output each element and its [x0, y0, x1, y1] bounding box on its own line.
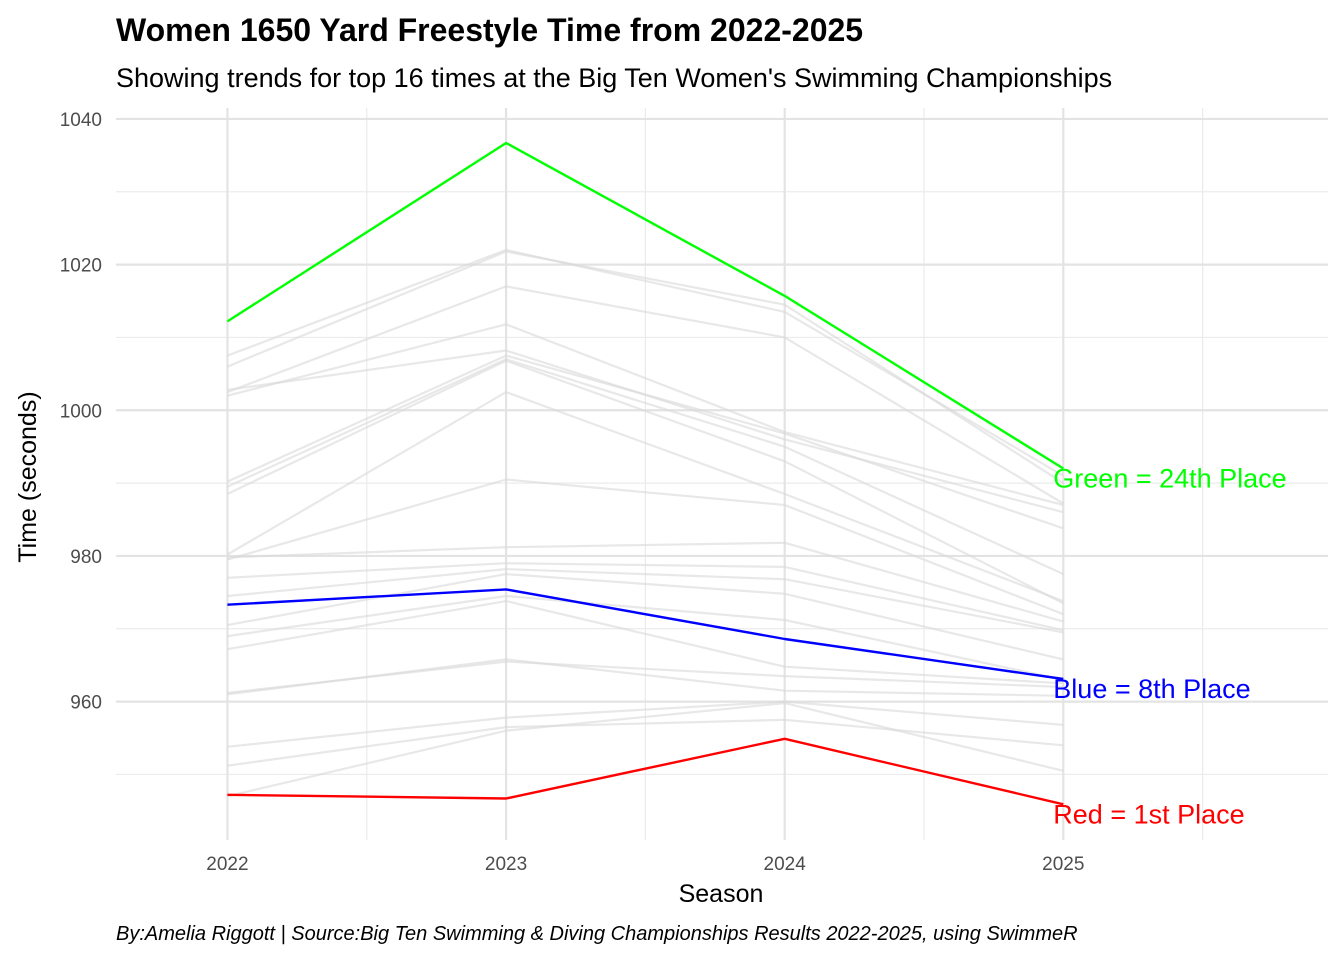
- background-series-line: [227, 594, 1064, 681]
- series-annotation: Blue = 8th Place: [1053, 674, 1250, 704]
- background-series-line: [227, 572, 1064, 661]
- y-tick-label: 980: [70, 547, 102, 568]
- background-series-line: [227, 478, 1064, 616]
- background-series-line: [226, 250, 1064, 485]
- background-series-lines: [226, 248, 1064, 798]
- chart-subtitle: Showing trends for top 16 times at the B…: [116, 63, 1112, 93]
- x-tick-label: 2022: [206, 854, 248, 875]
- background-series-line: [227, 701, 1064, 798]
- background-series-line: [226, 359, 1064, 605]
- series-line: [227, 737, 1064, 806]
- background-series-line: [227, 700, 1064, 748]
- x-axis-ticks: 2022 2023 2024 2025: [206, 854, 1084, 875]
- x-axis-title: Season: [679, 880, 764, 908]
- background-series-line: [227, 285, 1064, 505]
- y-tick-label: 1020: [60, 256, 102, 277]
- background-series-line: [227, 562, 1064, 632]
- series-annotation: Red = 1st Place: [1053, 799, 1244, 829]
- chart-title: Women 1650 Yard Freestyle Time from 2022…: [116, 12, 863, 48]
- x-tick-label: 2025: [1042, 854, 1084, 875]
- y-tick-label: 960: [70, 693, 102, 714]
- series-line: [226, 141, 1064, 470]
- y-axis-ticks: 960 980 1000 1020 1040: [60, 110, 102, 714]
- background-series-line: [227, 599, 1064, 685]
- background-series-line: [226, 354, 1064, 530]
- background-series-line: [226, 391, 1064, 603]
- major-grid: [116, 108, 1328, 840]
- highlighted-series-lines: [226, 141, 1064, 806]
- background-series-line: [227, 567, 1064, 634]
- background-series-line: [227, 718, 1064, 767]
- y-axis-title: Time (seconds): [14, 391, 42, 562]
- y-tick-label: 1040: [60, 110, 102, 131]
- x-tick-label: 2023: [485, 854, 527, 875]
- series-annotation: Green = 24th Place: [1053, 464, 1286, 494]
- series-line: [227, 588, 1064, 681]
- y-tick-label: 1000: [60, 401, 102, 422]
- background-series-line: [227, 541, 1064, 623]
- series-annotations: Green = 24th Place Blue = 8th Place Red = …: [1053, 464, 1286, 830]
- background-series-line: [227, 323, 1064, 507]
- x-tick-label: 2024: [764, 854, 807, 875]
- chart-caption: By:Amelia Riggott | Source:Big Ten Swimm…: [116, 923, 1078, 945]
- background-series-line: [227, 658, 1064, 697]
- background-series-line: [226, 358, 1064, 576]
